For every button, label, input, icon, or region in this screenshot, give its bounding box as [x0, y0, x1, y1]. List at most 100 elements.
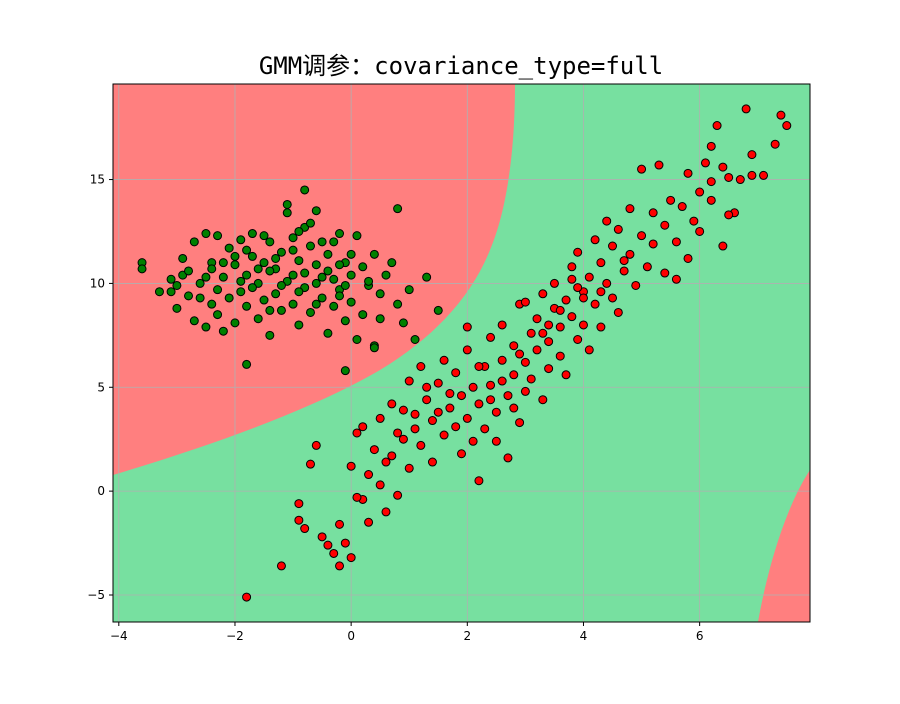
green-point — [422, 272, 432, 282]
red-point — [724, 210, 734, 220]
red-point — [515, 418, 525, 428]
green-point — [311, 206, 321, 216]
red-point — [538, 289, 548, 299]
green-point — [294, 226, 304, 236]
red-point — [532, 345, 542, 355]
red-point — [433, 407, 443, 417]
green-point — [381, 270, 391, 280]
red-point — [422, 395, 432, 405]
green-point — [154, 287, 164, 297]
x-axis-ticks: −4 −2 0 2 4 6 — [110, 622, 704, 643]
green-point — [137, 264, 147, 274]
green-point — [242, 245, 252, 255]
red-point — [561, 295, 571, 305]
green-point — [230, 318, 240, 328]
red-point — [619, 256, 629, 266]
red-point — [422, 382, 432, 392]
green-point — [358, 310, 368, 320]
red-point — [573, 334, 583, 344]
green-point — [166, 287, 176, 297]
series-green-points — [137, 185, 443, 376]
red-point — [503, 391, 513, 401]
red-point — [561, 370, 571, 380]
red-point — [613, 307, 623, 317]
green-point — [247, 283, 257, 293]
red-point — [480, 424, 490, 434]
green-point — [282, 199, 292, 209]
green-point — [172, 280, 182, 290]
x-tick-label: 6 — [696, 629, 704, 643]
red-point — [398, 434, 408, 444]
green-point — [358, 262, 368, 272]
y-tick-label: 0 — [97, 484, 105, 498]
red-point — [544, 320, 554, 330]
green-point — [265, 305, 275, 315]
green-point — [282, 208, 292, 218]
green-point — [265, 266, 275, 276]
green-point — [265, 330, 275, 340]
green-point — [184, 291, 194, 301]
red-point — [486, 332, 496, 342]
red-point — [538, 328, 548, 338]
green-point — [195, 278, 205, 288]
green-point — [230, 251, 240, 261]
red-point — [497, 355, 507, 365]
red-point — [451, 368, 461, 378]
green-point — [340, 316, 350, 326]
red-point — [596, 287, 606, 297]
red-point — [381, 507, 391, 517]
green-point — [271, 289, 281, 299]
red-point — [718, 162, 728, 172]
red-point — [329, 548, 339, 558]
red-point — [416, 440, 426, 450]
red-point — [410, 424, 420, 434]
green-point — [276, 280, 286, 290]
red-point — [578, 293, 588, 303]
green-point — [369, 343, 379, 353]
red-point — [294, 515, 304, 525]
green-point — [340, 280, 350, 290]
red-point — [608, 293, 618, 303]
red-point — [567, 274, 577, 284]
red-point — [555, 305, 565, 315]
red-point — [578, 320, 588, 330]
red-point — [573, 247, 583, 257]
green-point — [323, 249, 333, 259]
red-point — [387, 451, 397, 461]
red-point — [532, 314, 542, 324]
green-point — [218, 258, 228, 268]
red-point — [538, 395, 548, 405]
red-point — [509, 341, 519, 351]
red-point — [782, 121, 792, 131]
red-point — [474, 476, 484, 486]
red-point — [445, 403, 455, 413]
y-tick-label: 10 — [90, 276, 105, 290]
red-point — [503, 453, 513, 463]
red-point — [671, 274, 681, 284]
green-point — [236, 287, 246, 297]
green-point — [247, 229, 257, 239]
red-point — [404, 376, 414, 386]
red-point — [526, 374, 536, 384]
red-point — [509, 403, 519, 413]
green-point — [294, 256, 304, 266]
red-point — [648, 208, 658, 218]
red-point — [631, 280, 641, 290]
green-point — [317, 293, 327, 303]
x-tick-label: −2 — [226, 629, 244, 643]
red-point — [695, 187, 705, 197]
red-point — [602, 278, 612, 288]
green-point — [335, 229, 345, 239]
green-point — [207, 264, 217, 274]
green-point — [236, 276, 246, 286]
red-point — [567, 312, 577, 322]
red-point — [491, 407, 501, 417]
red-point — [747, 170, 757, 180]
red-point — [404, 463, 414, 473]
red-point — [439, 430, 449, 440]
green-point — [311, 260, 321, 270]
red-point — [358, 422, 368, 432]
green-point — [335, 260, 345, 270]
x-tick-label: 2 — [463, 629, 471, 643]
